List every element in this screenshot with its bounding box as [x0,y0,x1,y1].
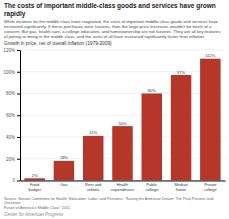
footer: Center for American Progress [4,212,64,217]
text-line: college [145,187,158,192]
y-tick-mark [17,50,20,51]
y-tick: 120% [3,48,20,53]
y-tick-label: 60% [6,113,15,118]
y-tick-mark [17,137,20,138]
source: Source: Senate Committee on Health, Educ… [4,197,213,210]
text-line: Uncertain [4,201,20,205]
y-tick-label: 0 [12,178,15,183]
data-label: 41% [89,130,97,135]
y-tick: 20% [6,157,20,162]
y-tick-label: 120% [3,48,15,53]
title: The costs of important middle-class good… [4,2,216,18]
text-line: expenditures [111,187,134,192]
grid [20,50,225,180]
y-tick-mark [17,72,20,73]
y-tick: 0 [12,178,20,183]
x-tick-label: Rent andutilities [85,182,101,192]
data-label: 18% [60,155,68,160]
x-tick: Publiccollege [145,182,158,192]
bars [24,59,220,181]
bar [142,93,163,180]
x-tick-label: Privatecollege [204,182,217,192]
y-tick: 40% [6,135,20,140]
data-label: 2% [32,173,38,178]
x-tick-label: Healthexpenditures [111,182,134,192]
bar [112,126,133,180]
x-tick: Privatecollege [204,182,217,192]
text-line: budget [29,187,42,192]
x-tick: Foodbudget [29,182,42,192]
text-line: home [176,187,187,192]
data-label: 50% [118,121,126,126]
bar [54,161,75,181]
text-line: utilities [87,187,99,192]
data-label: 112% [205,53,215,58]
y-axis: 0 20% 40% 60% 80% 100% 120% [3,48,20,183]
text-line: Gas [60,182,67,187]
y-tick: 100% [3,70,20,75]
text-line: college [204,187,217,192]
y-tick-mark [17,180,20,181]
x-tick: Gas [60,182,67,187]
bar [171,75,192,180]
grid-line [20,93,225,94]
y-tick-label: 100% [3,70,15,75]
x-tick: Medianhome [175,182,188,192]
x-axis: Foodbudget Gas Rent andutilities Healthexpe… [21,181,226,192]
text-line: Center for American Progress [4,212,64,217]
bar [200,59,221,181]
grid-line [20,71,225,72]
x-tick: Healthexpenditures [111,182,134,192]
x-tick-label: Publiccollege [145,182,158,192]
text-line: Growth in price, net of overall inflatio… [4,41,112,46]
x-tick-label: Foodbudget [29,182,42,192]
y-tick: 60% [6,113,20,118]
grid-line [20,50,225,51]
data-labels: 2% 18% 41% 50% 80% 97% 112% [32,53,216,178]
source-group: Source: Senate Committee on Health, Educ… [4,197,213,210]
x-tick-label: Gas [60,182,67,187]
axis-label: Growth in price, net of overall inflatio… [4,41,112,46]
y-tick-label: 40% [6,135,15,140]
y-tick-label: 20% [6,157,15,162]
y-tick-mark [17,93,20,94]
y-axis-line [20,51,21,181]
text-line: Future of America's Middle Class" 2011. [4,206,71,210]
x-tick-label: Medianhome [175,182,188,192]
y-tick-mark [17,159,20,160]
subtitle: While incomes for the middle class have … [4,19,220,39]
bar [83,136,104,181]
data-label: 80% [148,88,156,93]
bar [24,178,45,180]
text-line: rapidly [4,10,26,18]
y-tick-label: 80% [6,91,15,96]
data-label: 97% [177,70,185,75]
chart: The costs of important middle-class good… [0,0,229,219]
text-line: Source: Senate Committee on Health, Educ… [4,197,213,201]
y-tick-mark [17,115,20,116]
x-tick: Rent andutilities [85,182,101,192]
text-line: The costs of important middle-class good… [4,2,216,10]
y-tick: 80% [6,91,20,96]
text-line: of joining or being in the middle class,… [4,34,205,39]
grid-line [20,115,225,116]
